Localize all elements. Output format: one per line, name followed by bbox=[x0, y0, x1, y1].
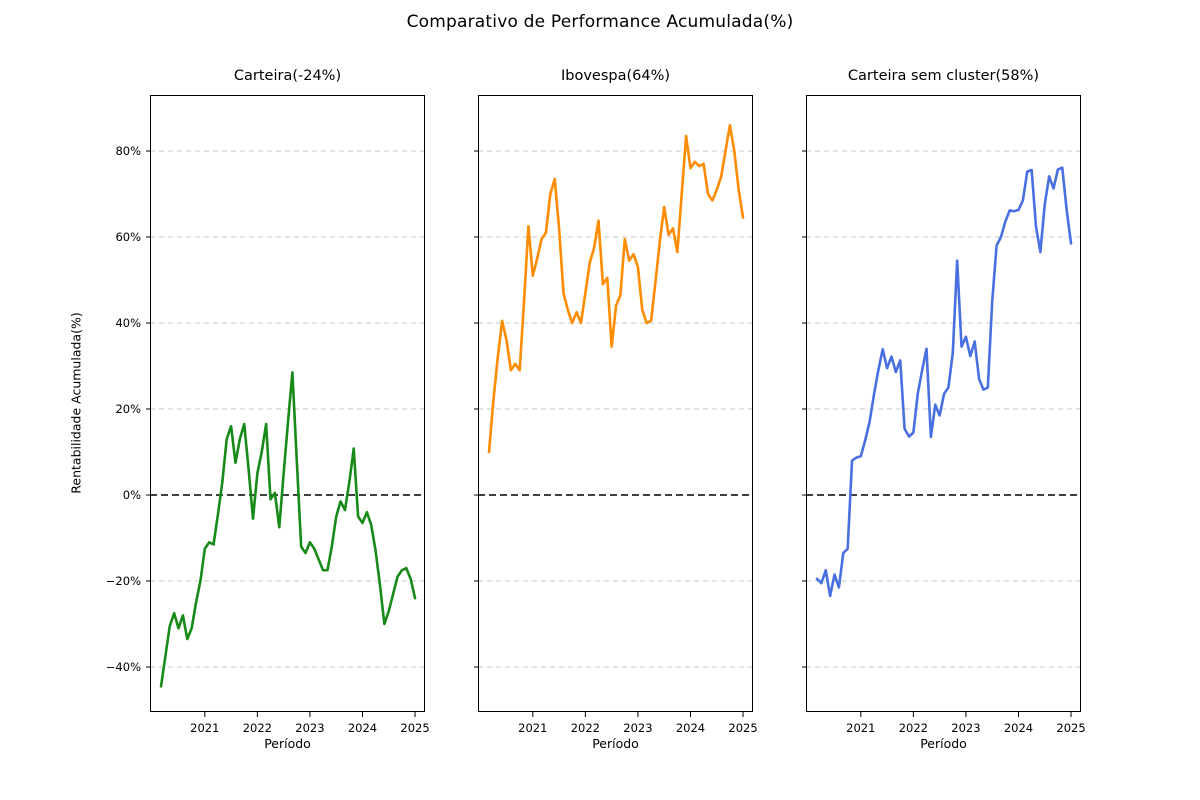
series-line bbox=[159, 371, 417, 688]
plot-border bbox=[478, 95, 753, 712]
x-tick-label: 2024 bbox=[1004, 721, 1033, 735]
subplot-carteira-sem-cluster: 2021 2022 2023 2024 2025 bbox=[802, 95, 1086, 735]
y-tick-label: −40% bbox=[106, 660, 141, 674]
plot-svg: 80% 60% 40% 20% 0% −20% −40% 2021 2022 2023 2024 20… bbox=[106, 95, 430, 735]
x-axis-label: Período bbox=[264, 736, 311, 751]
x-tick-label: 2021 bbox=[518, 721, 547, 735]
subplot-carteira: 80% 60% 40% 20% 0% −20% −40% 2021 2022 2023 2024 20… bbox=[106, 95, 430, 735]
x-axis-label: Período bbox=[592, 736, 639, 751]
subplot-ibovespa: 2021 2022 2023 2024 2025 bbox=[474, 95, 758, 735]
plot-svg: 2021 2022 2023 2024 2025 bbox=[802, 95, 1086, 735]
y-axis-label: Rentabilidade Acumulada(%) bbox=[68, 312, 84, 494]
y-tick-label: 60% bbox=[115, 230, 141, 244]
x-tick-label: 2023 bbox=[951, 721, 980, 735]
x-tick-label: 2021 bbox=[190, 721, 219, 735]
x-tick-label: 2025 bbox=[1056, 721, 1085, 735]
x-tick-label: 2022 bbox=[243, 721, 272, 735]
subplot-title-carteira: Carteira(-24%) bbox=[233, 68, 342, 84]
x-axis-label: Período bbox=[920, 736, 967, 751]
y-tick-label: 0% bbox=[123, 488, 141, 502]
x-tick-label: 2024 bbox=[348, 721, 377, 735]
x-tick-label: 2024 bbox=[676, 721, 705, 735]
plot-svg: 2021 2022 2023 2024 2025 bbox=[474, 95, 758, 735]
plot-border bbox=[150, 95, 425, 712]
x-tick-label: 2025 bbox=[400, 721, 429, 735]
y-tick-label: 40% bbox=[115, 316, 141, 330]
series-line bbox=[487, 123, 745, 454]
x-tick-label: 2025 bbox=[728, 721, 757, 735]
series-line bbox=[815, 166, 1073, 598]
x-tick-label: 2023 bbox=[295, 721, 324, 735]
subplot-title-carteira-sem-cluster: Carteira sem cluster(58%) bbox=[847, 68, 1040, 84]
figure-title: Comparativo de Performance Acumulada(%) bbox=[406, 12, 794, 32]
x-tick-label: 2023 bbox=[623, 721, 652, 735]
y-tick-label: −20% bbox=[106, 574, 141, 588]
plot-border bbox=[806, 95, 1081, 712]
y-tick-label: 80% bbox=[115, 144, 141, 158]
x-tick-label: 2021 bbox=[846, 721, 875, 735]
x-tick-label: 2022 bbox=[899, 721, 928, 735]
y-tick-label: 20% bbox=[115, 402, 141, 416]
x-tick-label: 2022 bbox=[571, 721, 600, 735]
subplot-title-ibovespa: Ibovespa(64%) bbox=[560, 68, 671, 84]
